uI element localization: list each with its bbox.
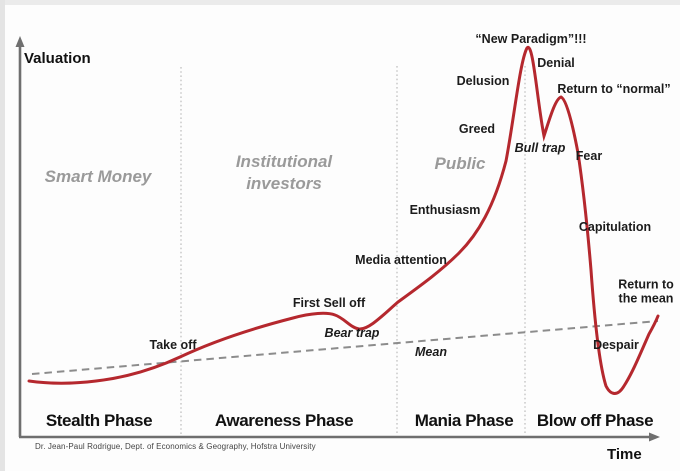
group-label-institutional-line2: investors <box>246 174 322 193</box>
annotation-enthusiasm: Enthusiasm <box>409 202 481 217</box>
annotation-mean: Mean <box>415 344 447 359</box>
attribution-text: Dr. Jean-Paul Rodrigue, Dept. of Economi… <box>35 442 316 451</box>
y-axis-label: Valuation <box>24 50 91 67</box>
annotation-capitulation: Capitulation <box>578 219 652 234</box>
group-label-institutional: Institutional investors <box>236 151 332 195</box>
annotation-return-to-mean-line1: Return to <box>618 277 674 292</box>
annotation-despair: Despair <box>593 337 639 352</box>
x-axis-label: Time <box>607 446 642 463</box>
annotation-return-to-mean-line2: the mean <box>618 292 674 306</box>
x-axis-arrow-icon <box>649 432 660 442</box>
phase-label-awareness: Awareness Phase <box>214 411 354 430</box>
annotation-fear: Fear <box>575 148 603 163</box>
annotation-denial: Denial <box>537 55 575 70</box>
annotation-take-off: Take off <box>149 337 197 352</box>
group-label-public: Public <box>434 154 486 173</box>
left-border <box>0 0 5 471</box>
phase-label-mania: Mania Phase <box>414 411 514 430</box>
group-label-institutional-line1: Institutional <box>235 152 333 171</box>
mean-line <box>31 320 659 375</box>
phase-label-blow-off: Blow off Phase <box>536 411 654 430</box>
annotation-return-to-mean: Return to the mean <box>618 278 674 307</box>
group-label-smart-money: Smart Money <box>44 167 152 186</box>
annotation-delusion: Delusion <box>456 73 510 88</box>
annotation-new-paradigm: “New Paradigm”!!! <box>475 31 587 46</box>
phase-label-stealth: Stealth Phase <box>45 411 153 430</box>
annotation-bull-trap: Bull trap <box>514 140 566 155</box>
annotation-greed: Greed <box>458 121 496 136</box>
top-border <box>0 0 680 5</box>
annotation-first-sell-off: First Sell off <box>292 295 366 310</box>
annotation-bear-trap: Bear trap <box>324 325 380 340</box>
annotation-media-attention: Media attention <box>355 252 447 267</box>
y-axis-arrow-icon <box>15 36 25 47</box>
bubble-curve <box>27 45 660 395</box>
annotation-return-to-normal: Return to “normal” <box>557 81 671 96</box>
